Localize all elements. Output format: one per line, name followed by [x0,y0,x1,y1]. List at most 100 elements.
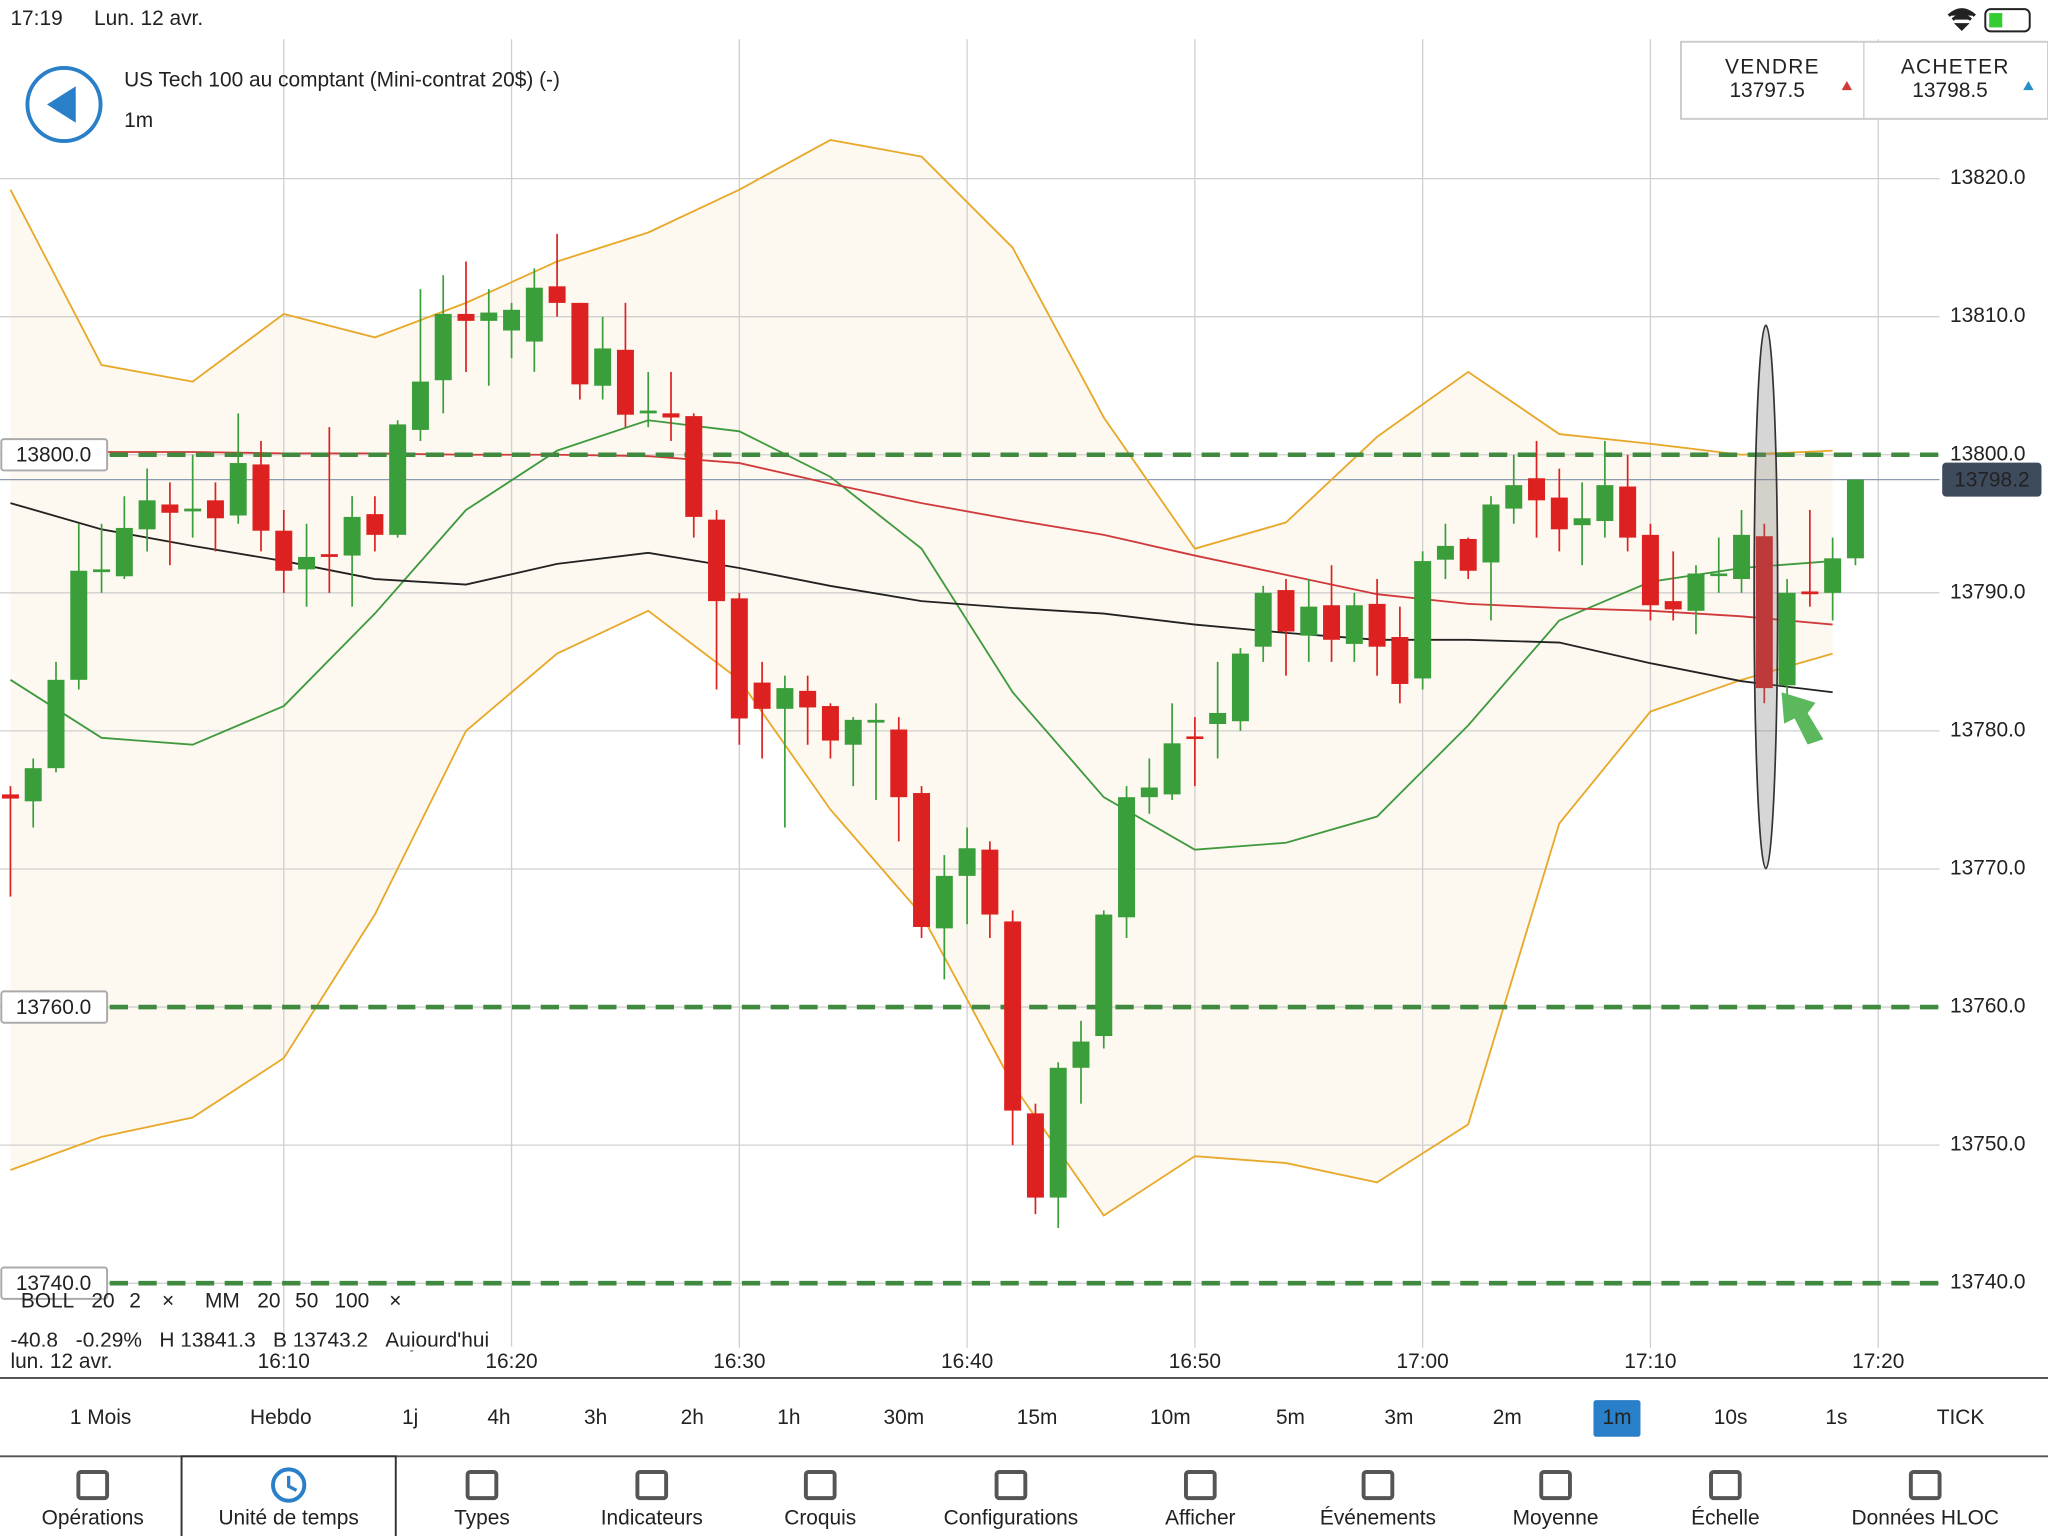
candle-body [730,598,748,719]
tab-label[interactable]: Échelle [1691,1507,1759,1530]
level-label: 13800.0 [16,444,91,467]
indicator-line [9,139,1833,550]
timeframe-option[interactable]: 2h [681,1406,704,1429]
tab-label[interactable]: Événements [1320,1507,1436,1530]
candle-body [776,688,794,709]
candle-body [206,500,224,519]
timeframe-option[interactable]: 30m [884,1406,925,1429]
stat: B 13743.2 [273,1329,368,1352]
tab-icon [1539,1470,1572,1501]
timeframe-selected [1593,1400,1641,1437]
candle-body [1209,712,1227,725]
tab-icon [1709,1470,1742,1501]
timeframe-option[interactable]: 1s [1825,1406,1847,1429]
candle-body [1846,479,1864,559]
tab-label[interactable]: Données HLOC [1852,1507,1999,1530]
candle-body [1345,605,1363,644]
stat-mask [0,1346,523,1351]
timeframe-option[interactable]: 10s [1714,1406,1748,1429]
tab-label[interactable]: Croquis [784,1507,856,1530]
tab-icon [1184,1470,1217,1501]
candle-body [639,410,657,414]
sell-price[interactable]: 13797.5 [1729,79,1804,102]
legend-item: 100 [334,1290,369,1313]
y-tick-label: 13810.0 [1950,304,2025,327]
y-tick-label: 13770.0 [1950,856,2025,879]
y-tick-label: 13750.0 [1950,1133,2025,1156]
candle-body [571,302,589,385]
y-tick-label: 13780.0 [1950,718,2025,741]
sell-label[interactable]: VENDRE [1725,55,1820,78]
candle-body [616,349,634,415]
candle-body [93,569,111,573]
battery [1984,8,2031,33]
candle-body [480,312,498,321]
timeframe-option[interactable]: 10m [1150,1406,1191,1429]
buy-price[interactable]: 13798.5 [1912,79,1987,102]
timeframe-option[interactable]: Hebdo [250,1406,312,1429]
timeframe-option[interactable]: 5m [1276,1406,1305,1429]
candle-body [981,849,999,915]
level-label-box [0,990,109,1024]
candle-body [844,719,862,745]
battery-level [1989,13,2003,28]
level-label: 13740.0 [16,1272,91,1295]
timeframe-option[interactable]: 15m [1017,1406,1058,1429]
buy-label[interactable]: ACHETER [1901,55,2010,78]
timeframe-option[interactable]: 1j [402,1406,418,1429]
timeframe-option[interactable]: 3m [1384,1406,1413,1429]
y-tick-label: 13820.0 [1950,166,2025,189]
candle-body [457,313,475,321]
legend-item: 2 [129,1290,141,1313]
legend-item: 20 [91,1290,114,1313]
candle-body [890,729,908,798]
legend-item: 50 [295,1290,318,1313]
candle-body [138,500,156,530]
candle-body [1824,558,1842,593]
tab-label[interactable]: Unité de temps [218,1507,358,1530]
candle-body [1436,545,1454,560]
tab-icon [1908,1470,1942,1501]
timeframe-option[interactable]: TICK [1937,1406,1985,1429]
candle-body [343,516,361,556]
candle-body [753,682,771,709]
candle-body [1733,534,1751,580]
candle-body [1186,736,1204,740]
candle-body [389,424,407,535]
bollinger-band [10,139,1833,1216]
tab-label[interactable]: Indicateurs [601,1507,703,1530]
candle-body [298,556,316,570]
x-tick-label: 16:20 [485,1350,537,1373]
timeframe-option[interactable]: 1h [777,1406,800,1429]
candle-body [47,679,65,769]
arrow [1781,692,1824,745]
x-tick-label: 16:50 [1169,1350,1221,1373]
candle-body [434,313,452,381]
tab-label[interactable]: Configurations [944,1507,1079,1530]
candle-body [1573,518,1591,526]
candle-body [525,287,543,342]
instrument: US Tech 100 au comptant (Mini-contrat 20… [124,68,560,91]
legend-item[interactable]: × [162,1290,174,1313]
timeframe-option[interactable]: 4h [487,1406,510,1429]
timeframe-option[interactable]: 2m [1493,1406,1522,1429]
tab-label[interactable]: Afficher [1165,1507,1235,1530]
timeframe-option[interactable]: 3h [584,1406,607,1429]
x-tick-label: 16:30 [713,1350,765,1373]
level-label-box [0,438,109,472]
candle-body [1505,485,1523,509]
highlight-ellipse [1753,324,1779,870]
legend-item: 20 [257,1290,280,1313]
candle-body [1710,573,1728,577]
timeframe-option[interactable]: 1m [1602,1406,1631,1429]
timeframe-option[interactable]: 1 Mois [70,1406,131,1429]
tab-label[interactable]: Moyenne [1513,1507,1599,1530]
tab-label[interactable]: Opérations [42,1507,144,1530]
candle-body [821,706,839,741]
candle-body [503,309,521,331]
candle-body [1687,573,1705,611]
tab-label[interactable]: Types [454,1507,510,1530]
stat: -0.29% [76,1329,142,1352]
legend-item: BOLL [21,1290,74,1313]
legend-item[interactable]: × [389,1290,401,1313]
